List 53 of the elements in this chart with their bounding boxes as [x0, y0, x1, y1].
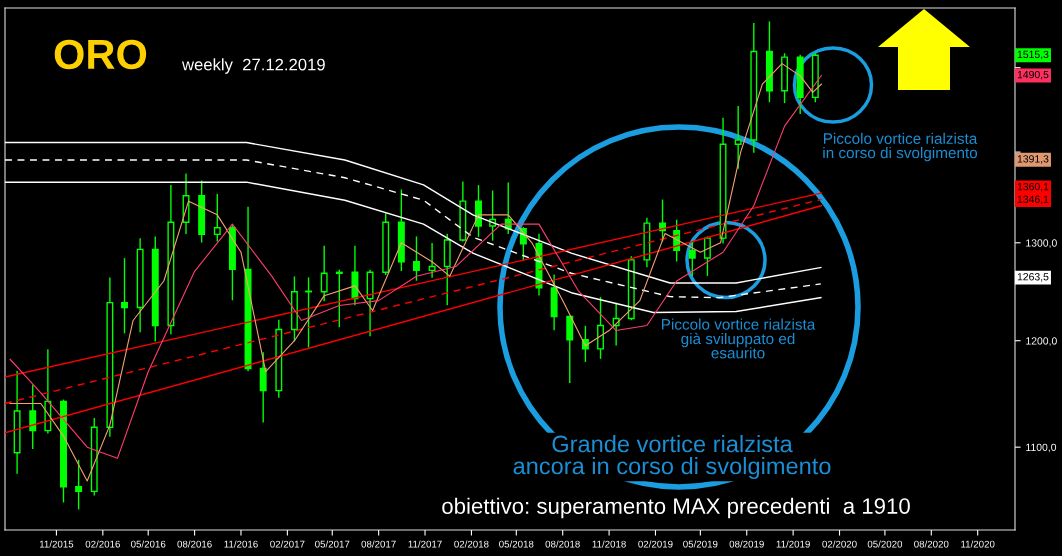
candlestick [75, 459, 83, 510]
x-tick-label: 02/2018 [454, 540, 489, 548]
annotation: 1263,5 [1017, 273, 1049, 282]
candlestick [213, 194, 221, 242]
x-tick-label: 11/2019 [776, 540, 810, 548]
annotation: Grande vortice rialzista ancora in corso di svolgimento [513, 434, 831, 480]
text: weekly 27.12.2019 [181, 58, 325, 74]
x-tick-label: 05/2017 [315, 540, 350, 548]
candlestick [597, 296, 604, 359]
x-tick-label: 11/2016 [224, 540, 258, 548]
annotation: 1490,5 [1017, 70, 1049, 80]
candlestick [734, 105, 742, 169]
x-tick-label: 05/2020 [867, 540, 903, 548]
x-tick-label: 08/2017 [361, 540, 396, 548]
x-tick-label: 11/2015 [39, 540, 74, 548]
x-tick-label: 08/2019 [729, 540, 764, 548]
candlestick [335, 269, 343, 328]
x-tick-label: 08/2018 [545, 540, 580, 548]
x-tick-label: 05/2016 [131, 540, 166, 548]
candlestick [703, 236, 711, 276]
x-tick-label: 02/2017 [270, 540, 305, 548]
y-tick-label: 1300,0 [1026, 239, 1057, 248]
candlestick [412, 236, 420, 281]
candlestick [259, 352, 267, 423]
annotation: 1346,1 [1017, 195, 1049, 205]
annotation: Piccolo vortice rialzista in corso di svolgimento [823, 132, 978, 162]
annotation: Piccolo vortice rialzista già sviluppato ed esaurito [661, 318, 816, 359]
candlestick [428, 243, 436, 278]
text: ORO [54, 39, 147, 70]
x-tick-label: 11/2017 [408, 540, 442, 548]
candlestick [121, 258, 128, 334]
annotation: 1515,3 [1017, 50, 1049, 60]
x-tick-label: 02/2020 [822, 540, 857, 548]
line-series [5, 181, 822, 314]
candlestick [566, 315, 574, 383]
candlestick [688, 240, 696, 276]
x-tick-label: 11/2020 [961, 540, 995, 548]
candlestick [29, 384, 37, 449]
x-tick-label: 02/2016 [85, 540, 120, 548]
x-tick-label: 05/2019 [683, 540, 718, 548]
x-tick-label: 08/2020 [914, 540, 949, 548]
x-tick-label: 08/2016 [177, 540, 212, 548]
annotation: obiettivo: superamento MAX precedenti a 1910 [442, 497, 910, 519]
x-tick-label: 05/2018 [499, 540, 534, 548]
y-tick-label: 1200,0 [1026, 337, 1057, 346]
line-series [5, 159, 822, 299]
line-series [5, 141, 822, 284]
x-tick-label: 02/2019 [638, 540, 673, 548]
x-tick-label: 11/2018 [592, 540, 626, 548]
candlestick [320, 245, 328, 302]
annotation: 1391,3 [1017, 155, 1049, 164]
y-tick-label: 1100,0 [1026, 443, 1057, 453]
annotation: 1360,1 [1017, 182, 1049, 192]
